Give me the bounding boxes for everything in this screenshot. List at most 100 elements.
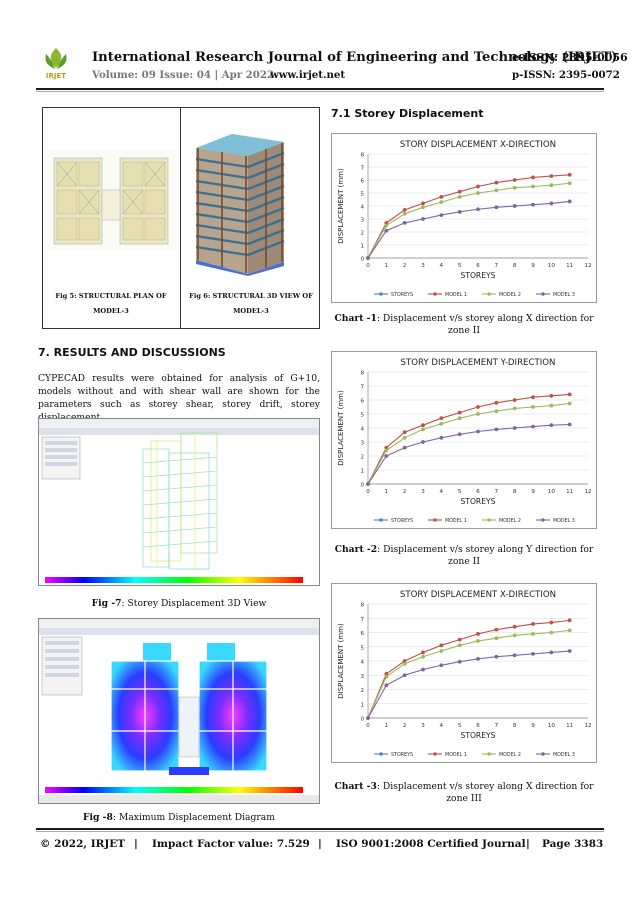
chart2-caption: Chart -2: Displacement v/s storey along … [331, 544, 597, 568]
data-point [439, 416, 444, 421]
data-point [476, 207, 480, 212]
y-tick-label: 6 [360, 179, 364, 185]
data-point [512, 653, 517, 658]
y-tick-label: 6 [360, 399, 364, 405]
data-point [512, 204, 517, 208]
fig7-label: Fig -7 [91, 598, 122, 609]
data-point [494, 205, 499, 210]
x-tick-label: 7 [495, 263, 499, 269]
data-point [494, 188, 499, 193]
x-tick-label: 10 [548, 489, 556, 495]
data-point [457, 643, 462, 648]
y-tick-label: 7 [360, 385, 364, 391]
x-tick-label: 12 [584, 723, 591, 729]
y-tick-label: 7 [360, 617, 364, 623]
x-tick-label: 10 [548, 263, 556, 269]
data-point [421, 217, 425, 221]
fig8-screenshot [38, 618, 320, 804]
fig8-label: Fig -8 [83, 812, 113, 823]
data-point [476, 429, 480, 434]
data-point [512, 624, 517, 629]
legend-marker [379, 752, 383, 756]
website-link[interactable]: www.irjet.net [270, 69, 346, 81]
data-point [567, 172, 572, 177]
results-paragraph: CYPECAD results were obtained for analys… [38, 373, 320, 423]
pissn: p-ISSN: 2395-0072 [512, 69, 620, 81]
data-point [476, 632, 480, 636]
x-tick-label: 4 [440, 489, 444, 495]
series-line-model-1 [367, 619, 570, 719]
x-tick-label: 7 [495, 489, 499, 495]
x-tick-label: 9 [531, 263, 535, 269]
series-line-model-2 [367, 629, 570, 719]
data-point [384, 671, 389, 676]
data-point [457, 432, 462, 437]
y-tick-label: 5 [360, 413, 364, 419]
x-tick-label: 9 [531, 489, 535, 495]
chart3-caption: Chart -3: Displacement v/s storey along … [331, 781, 597, 805]
x-tick-label: 2 [403, 489, 407, 495]
data-point [402, 211, 407, 216]
legend-marker [433, 752, 437, 756]
data-point [439, 195, 444, 199]
data-point [457, 659, 462, 664]
legend-label: MODEL 2 [499, 752, 521, 758]
x-tick-label: 11 [566, 263, 574, 269]
legend-label: MODEL 3 [553, 518, 575, 524]
data-point [531, 175, 535, 180]
x-tick-label: 10 [548, 723, 556, 729]
data-point [531, 184, 535, 189]
structural-plan-image [48, 150, 176, 250]
data-point [567, 199, 572, 204]
series-line-model-2 [367, 402, 570, 485]
x-tick-label: 5 [458, 263, 462, 269]
data-point [384, 674, 389, 679]
footer-page-number: Page 3383 [542, 838, 604, 850]
data-point [531, 405, 535, 409]
fig6-caption-line1: Fig 6: STRUCTURAL 3D VIEW OF [189, 292, 313, 300]
data-point [567, 401, 572, 406]
data-point [439, 200, 444, 204]
data-point [531, 424, 535, 429]
chart-1-svg: STORY DISPLACEMENT X-DIRECTION0123456780… [337, 140, 592, 298]
x-tick-label: 2 [403, 723, 407, 729]
data-point [549, 201, 554, 206]
footer-rule [36, 828, 604, 830]
y-tick-label: 2 [360, 455, 364, 461]
data-point [494, 180, 499, 185]
legend-label: STOREYS [391, 752, 413, 758]
data-point [421, 654, 425, 659]
x-tick-label: 3 [421, 263, 425, 269]
data-point [421, 440, 425, 444]
data-point [457, 189, 462, 194]
series-line-model-3 [367, 200, 570, 259]
series-line-model-3 [367, 650, 570, 719]
x-tick-label: 12 [584, 489, 591, 495]
y-tick-label: 0 [360, 483, 364, 489]
data-point [567, 618, 572, 623]
x-tick-label: 6 [476, 489, 480, 495]
y-tick-label: 1 [360, 244, 364, 250]
y-tick-label: 8 [360, 603, 364, 609]
x-axis-label: STOREYS [461, 731, 496, 740]
data-point [494, 400, 499, 405]
data-point [549, 620, 554, 625]
x-tick-label: 11 [566, 489, 574, 495]
footer-separator: | [526, 838, 530, 850]
data-point [512, 178, 517, 182]
data-point [439, 649, 444, 653]
data-point [402, 661, 407, 666]
data-point [512, 633, 517, 638]
legend-marker [541, 292, 545, 296]
data-point [494, 654, 499, 659]
x-tick-label: 0 [366, 263, 370, 269]
x-tick-label: 1 [385, 263, 389, 269]
chart2-label: Chart -2 [334, 544, 378, 555]
chart3-caption-line2: zone III [446, 793, 482, 804]
data-point [457, 195, 462, 199]
data-point [421, 650, 425, 655]
fig5-caption: Fig 5: STRUCTURAL PLAN OF MODEL-3 [44, 289, 178, 319]
figure-table [42, 107, 320, 329]
legend-marker [433, 292, 437, 296]
data-point [402, 208, 407, 212]
